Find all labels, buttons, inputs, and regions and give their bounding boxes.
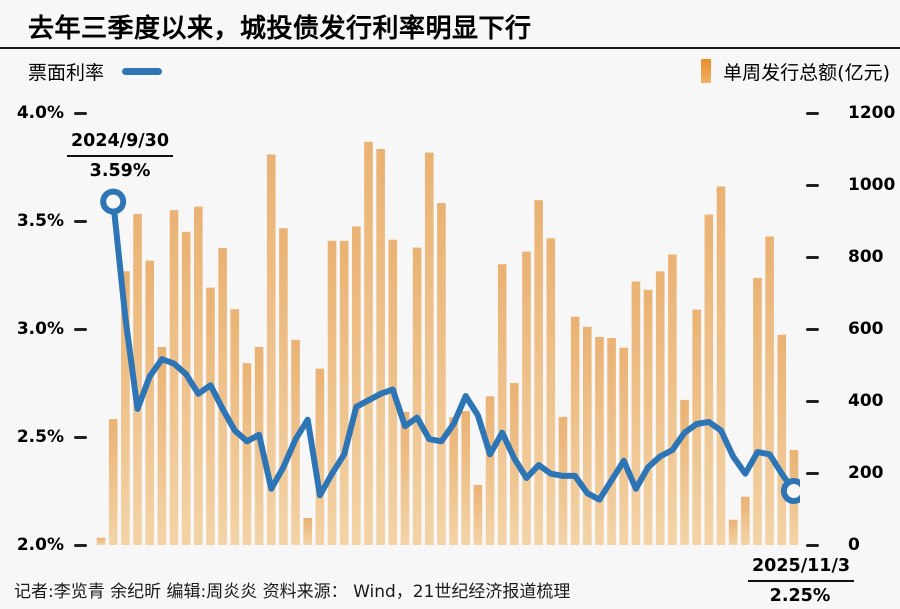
page-title: 去年三季度以来，城投债发行利率明显下行 bbox=[28, 14, 532, 44]
bar bbox=[668, 254, 677, 545]
left-axis-tick-dash bbox=[74, 111, 87, 115]
bar bbox=[108, 419, 118, 545]
annotation-start-date: 2024/9/30 bbox=[66, 129, 174, 157]
left-axis-tick-dash bbox=[74, 543, 87, 547]
right-axis-tick-label: 200 bbox=[848, 463, 884, 483]
bar bbox=[352, 226, 361, 545]
bar bbox=[631, 281, 641, 545]
right-axis-tick-dash bbox=[806, 255, 819, 259]
bar bbox=[497, 264, 507, 545]
right-axis-tick-dash bbox=[806, 399, 819, 403]
bar-series-swatch bbox=[701, 59, 712, 83]
bar bbox=[412, 247, 422, 545]
legend-coupon-rate-label: 票面利率 bbox=[28, 61, 105, 84]
right-axis-tick-label: 0 bbox=[848, 535, 860, 555]
bar bbox=[400, 411, 410, 545]
bar bbox=[181, 231, 191, 545]
bar bbox=[655, 271, 665, 545]
left-axis-tick-dash bbox=[74, 327, 87, 331]
bar bbox=[376, 149, 385, 545]
bar bbox=[643, 289, 653, 545]
bar bbox=[218, 248, 227, 545]
bar bbox=[449, 417, 458, 545]
bar bbox=[194, 206, 203, 545]
left-axis-tick-label: 3.0% bbox=[16, 319, 64, 339]
right-axis-tick-label: 800 bbox=[848, 247, 884, 267]
right-axis-tick-dash bbox=[806, 327, 819, 331]
bar bbox=[741, 496, 750, 545]
right-axis-tick-label: 1000 bbox=[848, 175, 896, 195]
bar bbox=[303, 518, 313, 545]
coupon-rate-line bbox=[110, 198, 797, 503]
bar bbox=[339, 240, 349, 545]
bar bbox=[704, 214, 714, 545]
bar bbox=[242, 363, 252, 545]
issuance-bars bbox=[96, 141, 799, 545]
right-axis-tick-dash bbox=[806, 543, 819, 547]
left-axis-tick-label: 2.5% bbox=[16, 427, 64, 447]
bar bbox=[753, 277, 762, 545]
bar bbox=[206, 287, 215, 545]
legend-weekly-issuance: 单周发行总额(亿元) bbox=[701, 58, 890, 84]
bar bbox=[728, 519, 738, 545]
right-axis-tick-label: 400 bbox=[848, 391, 884, 411]
bar bbox=[777, 334, 787, 545]
right-axis-tick-dash bbox=[806, 111, 819, 115]
bar bbox=[437, 203, 446, 545]
left-axis-tick-dash bbox=[74, 219, 87, 223]
bar bbox=[315, 368, 325, 545]
bar bbox=[473, 484, 483, 545]
annotation-start-value: 3.59% bbox=[89, 161, 151, 181]
source-footer: 记者:李览青 余纪昕 编辑:周炎炎 资料来源： Wind，21世纪经济报道梳理 bbox=[14, 582, 571, 602]
left-axis-tick-label: 2.0% bbox=[16, 535, 64, 555]
bar bbox=[680, 399, 689, 545]
left-axis-tick-label: 4.0% bbox=[16, 103, 64, 123]
bar bbox=[522, 251, 531, 545]
bar bbox=[546, 238, 556, 545]
right-axis-tick-label: 1200 bbox=[848, 103, 896, 123]
bar bbox=[157, 347, 167, 545]
bar bbox=[595, 336, 604, 545]
right-axis-tick-label: 600 bbox=[848, 319, 884, 339]
bar bbox=[145, 260, 154, 545]
line-series-swatch bbox=[122, 67, 163, 75]
bar bbox=[133, 213, 142, 545]
bar bbox=[461, 411, 471, 545]
chart-plot-area bbox=[96, 141, 800, 545]
bar bbox=[266, 154, 276, 545]
bar bbox=[558, 416, 568, 545]
right-axis-tick-dash bbox=[806, 471, 819, 475]
bar bbox=[424, 152, 434, 545]
bar bbox=[327, 240, 337, 545]
annotation-end-value: 2.25% bbox=[769, 586, 831, 606]
bar bbox=[279, 228, 288, 545]
left-axis-tick-label: 3.5% bbox=[16, 211, 64, 231]
annotation-end: 2025/11/3 2.25% bbox=[748, 554, 855, 608]
end-marker bbox=[780, 478, 800, 504]
bar bbox=[534, 200, 543, 545]
bar bbox=[765, 236, 774, 545]
bar bbox=[619, 347, 629, 545]
annotation-end-date: 2025/11/3 bbox=[748, 554, 855, 582]
bar bbox=[121, 271, 130, 545]
annotation-start: 2024/9/30 3.59% bbox=[66, 129, 174, 183]
bar bbox=[96, 537, 106, 545]
bar bbox=[582, 326, 592, 545]
title-divider bbox=[0, 47, 900, 49]
right-axis-tick-dash bbox=[806, 183, 819, 187]
bar bbox=[169, 210, 179, 545]
bar bbox=[607, 338, 616, 545]
legend-coupon-rate: 票面利率 bbox=[28, 58, 163, 84]
start-marker bbox=[100, 188, 127, 215]
bar bbox=[364, 141, 373, 545]
left-axis-tick-dash bbox=[74, 435, 87, 439]
bar bbox=[485, 396, 495, 545]
bar bbox=[570, 316, 580, 545]
legend-weekly-issuance-label: 单周发行总额(亿元) bbox=[723, 61, 890, 84]
bar bbox=[716, 186, 726, 545]
